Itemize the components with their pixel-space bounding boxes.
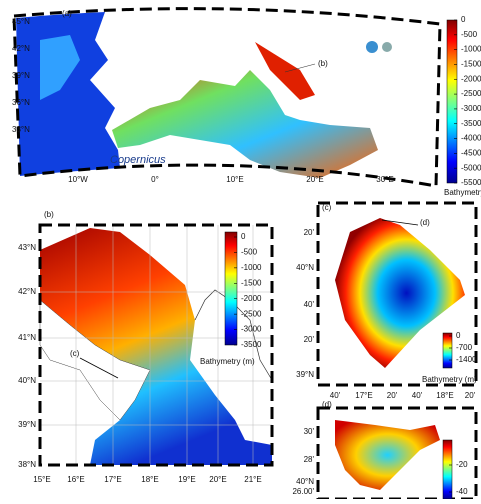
colorbar-tick-label: -1400 xyxy=(456,355,477,364)
colorbar-tick-label: -5000 xyxy=(461,163,481,172)
logo-icon xyxy=(366,41,378,53)
axis-label: 40°N xyxy=(18,376,36,385)
logo: Copernicus xyxy=(110,154,166,166)
axis-label: 38°N xyxy=(18,460,36,469)
panel-c: (d) (c) Bathymetry (m) xyxy=(318,203,477,385)
colorbar-tick-label: -2500 xyxy=(241,309,262,318)
colorbar-tick-label: -3000 xyxy=(461,104,481,113)
axis-label: 20' xyxy=(304,335,315,344)
colorbar-tick-label: -5500 xyxy=(461,178,481,187)
axis-label: 17°E xyxy=(104,475,121,484)
figure: (b) (a) Copernicus Bathymetry (m) (c) (b… xyxy=(0,0,481,499)
axis-label: 20' xyxy=(465,391,476,400)
axis-label: 10°W xyxy=(68,175,88,184)
axis-label: 26.00' xyxy=(292,487,314,496)
colorbar-label: Bathymetry (m) xyxy=(444,188,481,197)
colorbar-tick-label: 0 xyxy=(461,15,466,24)
colorbar-tick-label: -700 xyxy=(456,343,473,352)
colorbar-tick-label: -3500 xyxy=(461,119,481,128)
colorbar-tick-label: -1000 xyxy=(241,263,262,272)
panel-a: (b) (a) Copernicus Bathymetry (m) xyxy=(14,9,481,197)
colorbar-tick-label: -4000 xyxy=(461,134,481,143)
axis-label: 40' xyxy=(304,300,315,309)
axis-label: 42°N xyxy=(12,44,30,53)
colorbar-tick-label: -20 xyxy=(456,460,468,469)
colorbar-tick-label: -40 xyxy=(456,487,468,496)
colorbar-label: Bathymetry (m) xyxy=(422,375,477,384)
axis-label: 18°E xyxy=(436,391,453,400)
axis-label: 40' xyxy=(330,391,341,400)
axis-label: 40' xyxy=(412,391,423,400)
axis-label: 33°N xyxy=(12,125,30,134)
callout-label: (c) xyxy=(70,349,80,358)
colorbar-tick-label: -3000 xyxy=(241,325,262,334)
colorbar xyxy=(225,232,237,345)
axis-label: 16°E xyxy=(67,475,84,484)
colorbar-tick-label: 0 xyxy=(456,331,461,340)
panel-label: (c) xyxy=(322,203,332,212)
panel-label: (d) xyxy=(322,400,332,409)
axis-label: 0° xyxy=(151,175,159,184)
axis-label: 45°N xyxy=(12,17,30,26)
colorbar xyxy=(443,440,452,499)
colorbar-tick-label: -2000 xyxy=(461,74,481,83)
panel-label: (b) xyxy=(44,210,54,219)
axis-label: 21°E xyxy=(244,475,261,484)
colorbar-tick-label: 0 xyxy=(241,232,246,241)
callout-label: (d) xyxy=(420,218,430,227)
colorbar-tick-label: -3500 xyxy=(241,340,262,349)
axis-label: 30°E xyxy=(376,175,393,184)
axis-label: 41°N xyxy=(18,333,36,342)
axis-label: 42°N xyxy=(18,287,36,296)
axis-label: 20°E xyxy=(209,475,226,484)
colorbar-tick-label: -1000 xyxy=(461,45,481,54)
axis-label: 18°E xyxy=(141,475,158,484)
logo-icon xyxy=(382,42,392,52)
axis-label: 43°N xyxy=(18,243,36,252)
axis-label: 39°N xyxy=(18,420,36,429)
axis-label: 39°N xyxy=(12,71,30,80)
callout-label: (b) xyxy=(318,59,328,68)
axis-label: 40°N xyxy=(296,477,314,486)
colorbar-tick-label: -2000 xyxy=(241,294,262,303)
colorbar-tick-label: -500 xyxy=(461,30,478,39)
axis-label: 15°E xyxy=(33,475,50,484)
colorbar-tick-label: -1500 xyxy=(461,60,481,69)
axis-label: 36°N xyxy=(12,98,30,107)
panel-d: (d) xyxy=(318,400,476,499)
axis-label: 20°E xyxy=(306,175,323,184)
axis-label: 17°E xyxy=(355,391,372,400)
colorbar-tick-label: -500 xyxy=(241,248,258,257)
axis-label: 20' xyxy=(304,228,315,237)
axis-label: 19°E xyxy=(178,475,195,484)
panel-b: (c) (b) Bathymetry (m) xyxy=(40,210,272,465)
axis-label: 39°N xyxy=(296,370,314,379)
colorbar-tick-label: -1500 xyxy=(241,278,262,287)
colorbar xyxy=(443,333,452,368)
axis-label: 28' xyxy=(304,455,315,464)
axis-label: 30' xyxy=(304,427,315,436)
colorbar-tick-label: -4500 xyxy=(461,148,481,157)
axis-label: 40°N xyxy=(296,263,314,272)
axis-label: 10°E xyxy=(226,175,243,184)
colorbar-tick-label: -2500 xyxy=(461,89,481,98)
panel-label: (a) xyxy=(62,9,72,18)
colorbar xyxy=(447,20,457,183)
colorbar-label: Bathymetry (m) xyxy=(200,357,255,366)
axis-label: 20' xyxy=(387,391,398,400)
